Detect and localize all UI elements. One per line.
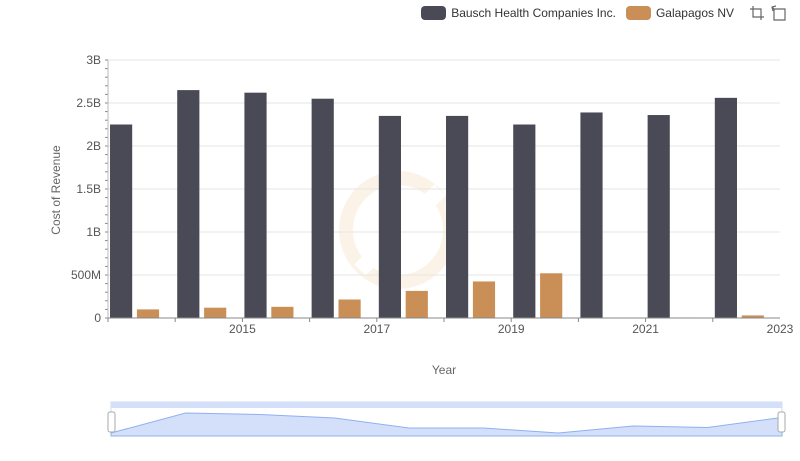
bar-bausch-2023[interactable]: [714, 97, 737, 318]
legend-label-bausch: Bausch Health Companies Inc.: [451, 6, 616, 20]
y-axis: 0 500M 1B 1.5B 2B 2.5B 3B: [71, 53, 109, 325]
x-tick-label: 2017: [363, 322, 390, 336]
restore-icon[interactable]: [770, 4, 788, 22]
legend: Bausch Health Companies Inc. Galapagos N…: [421, 4, 788, 22]
bar-galapagos-2014[interactable]: [136, 309, 160, 318]
bar-bausch-2019[interactable]: [446, 115, 469, 319]
x-tick-label: 2023: [767, 322, 794, 336]
bar-galapagos-2017[interactable]: [338, 299, 361, 318]
bar-bausch-2021[interactable]: [580, 112, 603, 319]
bar-bausch-2018[interactable]: [378, 115, 401, 319]
slider-handle-left[interactable]: [107, 411, 116, 433]
data-zoom-slider[interactable]: [107, 401, 786, 437]
legend-item-galapagos[interactable]: Galapagos NV: [625, 6, 734, 20]
y-tick-label: 2B: [86, 139, 101, 153]
slider-top-bar[interactable]: [111, 402, 782, 408]
bar-galapagos-2019[interactable]: [472, 281, 496, 318]
legend-swatch-galapagos: [625, 6, 651, 20]
y-tick-label: 1B: [86, 225, 101, 239]
x-axis: 2015 2017 2019 2021 2023: [107, 317, 794, 336]
legend-item-bausch[interactable]: Bausch Health Companies Inc.: [421, 6, 616, 20]
bar-bausch-2016[interactable]: [244, 92, 267, 319]
bar-galapagos-2016[interactable]: [271, 306, 294, 318]
y-tick-label: 2.5B: [76, 96, 101, 110]
bar-bausch-2020[interactable]: [513, 124, 536, 319]
bar-bausch-2014[interactable]: [110, 124, 133, 319]
zoom-icon[interactable]: [748, 4, 766, 22]
bars: [110, 90, 764, 319]
bar-bausch-2015[interactable]: [177, 90, 200, 318]
bar-bausch-2017[interactable]: [311, 98, 334, 318]
bar-bausch-2022[interactable]: [647, 115, 670, 318]
bar-galapagos-2015[interactable]: [204, 307, 227, 318]
x-tick-label: 2015: [229, 322, 256, 336]
x-tick-label: 2021: [632, 322, 659, 336]
y-tick-label: 1.5B: [76, 182, 101, 196]
y-tick-label: 0: [94, 311, 101, 325]
legend-swatch-bausch: [421, 6, 447, 20]
grid: [108, 59, 780, 319]
y-tick-label: 500M: [71, 268, 101, 282]
y-tick-label: 3B: [86, 53, 101, 67]
legend-label-galapagos: Galapagos NV: [655, 6, 734, 20]
x-axis-title: Year: [432, 363, 456, 377]
bar-galapagos-2018[interactable]: [405, 290, 428, 318]
x-tick-label: 2019: [498, 322, 525, 336]
bar-galapagos-2020[interactable]: [540, 273, 563, 318]
y-axis-title: Cost of Revenue: [49, 145, 63, 235]
bar-galapagos-2023[interactable]: [741, 315, 764, 318]
slider-handle-right[interactable]: [777, 411, 786, 433]
